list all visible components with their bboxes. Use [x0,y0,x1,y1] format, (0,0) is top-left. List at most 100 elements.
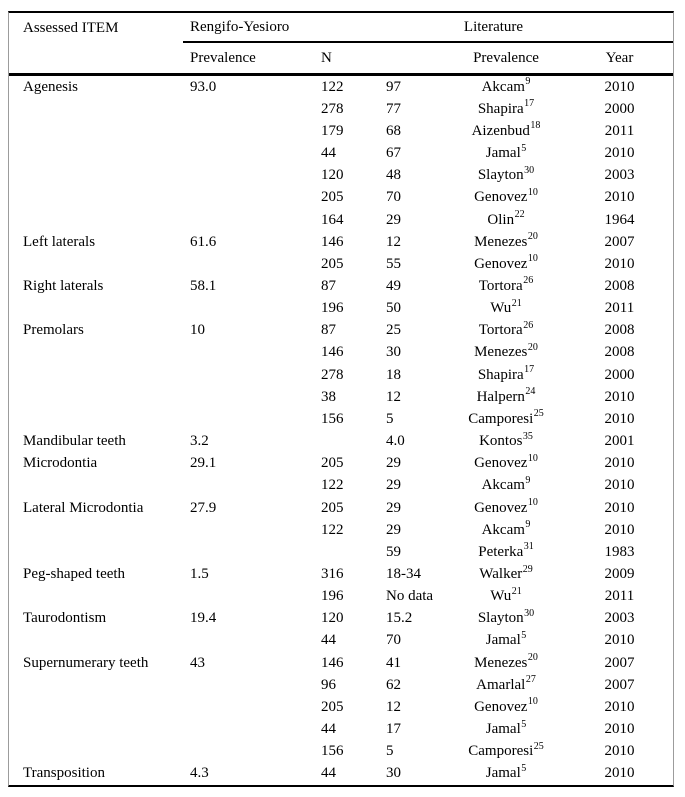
cell-ry-prevalence: 19.4 [190,610,217,627]
cell-author: Menezes 20 [474,652,538,671]
prevalence-comparison-table: Assessed ITEM Rengifo-Yesioro Literature… [8,11,674,787]
cell-ry-prevalence: 1.5 [190,566,209,583]
cell-n: 146 [321,233,344,250]
table-row: 120 48 Slayton 30 2003 [9,165,673,187]
cell-author: Tortora 26 [478,319,534,339]
table-row: 146 30 Menezes 20 2008 [9,342,673,364]
cell-year: 2003 [604,610,635,627]
cell-author: Jamal 5 [485,718,527,738]
table-row: 205 12 Genovez 10 2010 [9,696,673,718]
cell-year: 1983 [604,543,635,560]
table-row: 38 12 Halpern 24 2010 [9,386,673,408]
col-header-n: N [321,49,332,66]
col-header-year: Year [605,49,634,66]
cell-n: 122 [321,477,344,494]
author-name: Aizenbud [471,122,530,139]
cell-year: 2010 [604,145,635,162]
group-header-rengifo-yesioro: Rengifo-Yesioro [190,18,290,35]
cell-year: 2000 [604,100,635,117]
cell-year: 2011 [604,588,635,605]
table-row: Agenesis 93.0 122 97 Akcam 9 2010 [9,76,673,98]
table-row: 278 77 Shapira 17 2000 [9,98,673,120]
author-name: Kontos [479,433,523,450]
author-name: Menezes [474,654,528,671]
cell-author: Walker 29 [479,563,533,583]
cell-author: Jamal 5 [485,762,527,782]
cell-author: Wu 21 [490,585,522,605]
cell-author: Halpern 24 [476,386,536,405]
cell-author: Camporesi 25 [468,408,544,427]
author-name: Tortora [478,322,523,339]
author-name: Jamal [485,632,521,649]
cell-n: 205 [321,499,344,516]
author-name: Wu [490,588,512,605]
author-name: Olin [487,211,515,228]
table-subheader-row: Prevalence N Prevalence Year [9,43,673,76]
cell-year: 2007 [604,233,635,250]
table-row: Supernumerary teeth 43 146 41 Menezes 20 … [9,652,673,674]
cell-ry-prevalence: 3.2 [190,433,209,450]
table-row: 205 55 Genovez 10 2010 [9,253,673,275]
cell-lit-prevalence: 70 [386,189,401,206]
cell-author: Wu 21 [490,297,522,317]
cell-lit-prevalence: 77 [386,100,401,117]
cell-author: Akcam 9 [481,474,531,494]
cell-lit-prevalence: 12 [386,388,401,405]
cell-year: 2010 [604,743,635,760]
cell-n: 44 [321,721,336,738]
cell-lit-prevalence: 59 [386,543,401,560]
cell-lit-prevalence: 41 [386,654,401,671]
cell-year: 2008 [604,277,635,294]
cell-assessed-item: Supernumerary teeth [23,654,149,671]
cell-lit-prevalence: 29 [386,477,401,494]
author-name: Menezes [474,233,528,250]
table-row: 164 29 Olin 22 1964 [9,209,673,231]
cell-lit-prevalence: 50 [386,300,401,317]
cell-author: Shapira 17 [477,98,535,117]
cell-ry-prevalence: 27.9 [190,499,217,516]
author-name: Akcam [481,521,525,538]
cell-lit-prevalence: 29 [386,211,401,228]
cell-lit-prevalence: 30 [386,344,401,361]
cell-year: 2010 [604,455,635,472]
cell-year: 2010 [604,721,635,738]
cell-ry-prevalence: 10 [190,322,205,339]
col-header-assessed-item: Assessed ITEM [23,19,119,36]
cell-n: 196 [321,588,344,605]
cell-lit-prevalence: 30 [386,765,401,782]
cell-year: 2011 [604,300,635,317]
cell-ry-prevalence: 58.1 [190,277,217,294]
author-name: Wu [490,300,512,317]
cell-n: 278 [321,100,344,117]
table-row: Microdontia 29.1 205 29 Genovez 10 2010 [9,453,673,475]
cell-year: 2010 [604,698,635,715]
cell-lit-prevalence: 48 [386,167,401,184]
table-row: Right laterals 58.1 87 49 Tortora 26 2008 [9,275,673,297]
cell-lit-prevalence: 25 [386,322,401,339]
cell-assessed-item: Peg-shaped teeth [23,566,126,583]
cell-year: 2000 [604,366,635,383]
table-row: Premolars 10 87 25 Tortora 26 2008 [9,320,673,342]
table-row: Peg-shaped teeth 1.5 316 18-34 Walker 29 … [9,563,673,585]
cell-year: 1964 [604,211,635,228]
author-name: Tortora [478,277,523,294]
cell-author: Menezes 20 [474,231,538,250]
col-header-ry-prevalence: Prevalence [190,49,256,66]
cell-lit-prevalence: 62 [386,676,401,693]
group-header-rule-span: Rengifo-Yesioro Literature [183,13,673,43]
cell-lit-prevalence: 55 [386,255,401,272]
cell-assessed-item: Transposition [23,765,105,782]
cell-lit-prevalence: 18 [386,366,401,383]
author-name: Jamal [485,721,521,738]
cell-n: 122 [321,78,344,95]
table-row: 156 5 Camporesi 25 2010 [9,741,673,763]
cell-n: 120 [321,610,344,627]
cell-ry-prevalence: 61.6 [190,233,217,250]
cell-author: Shapira 17 [477,364,535,383]
cell-year: 2008 [604,322,635,339]
subheader-spacer [9,43,183,73]
cell-n: 205 [321,255,344,272]
cell-assessed-item: Agenesis [23,78,78,95]
cell-author: Peterka 31 [478,541,534,560]
author-name: Halpern [476,388,525,405]
